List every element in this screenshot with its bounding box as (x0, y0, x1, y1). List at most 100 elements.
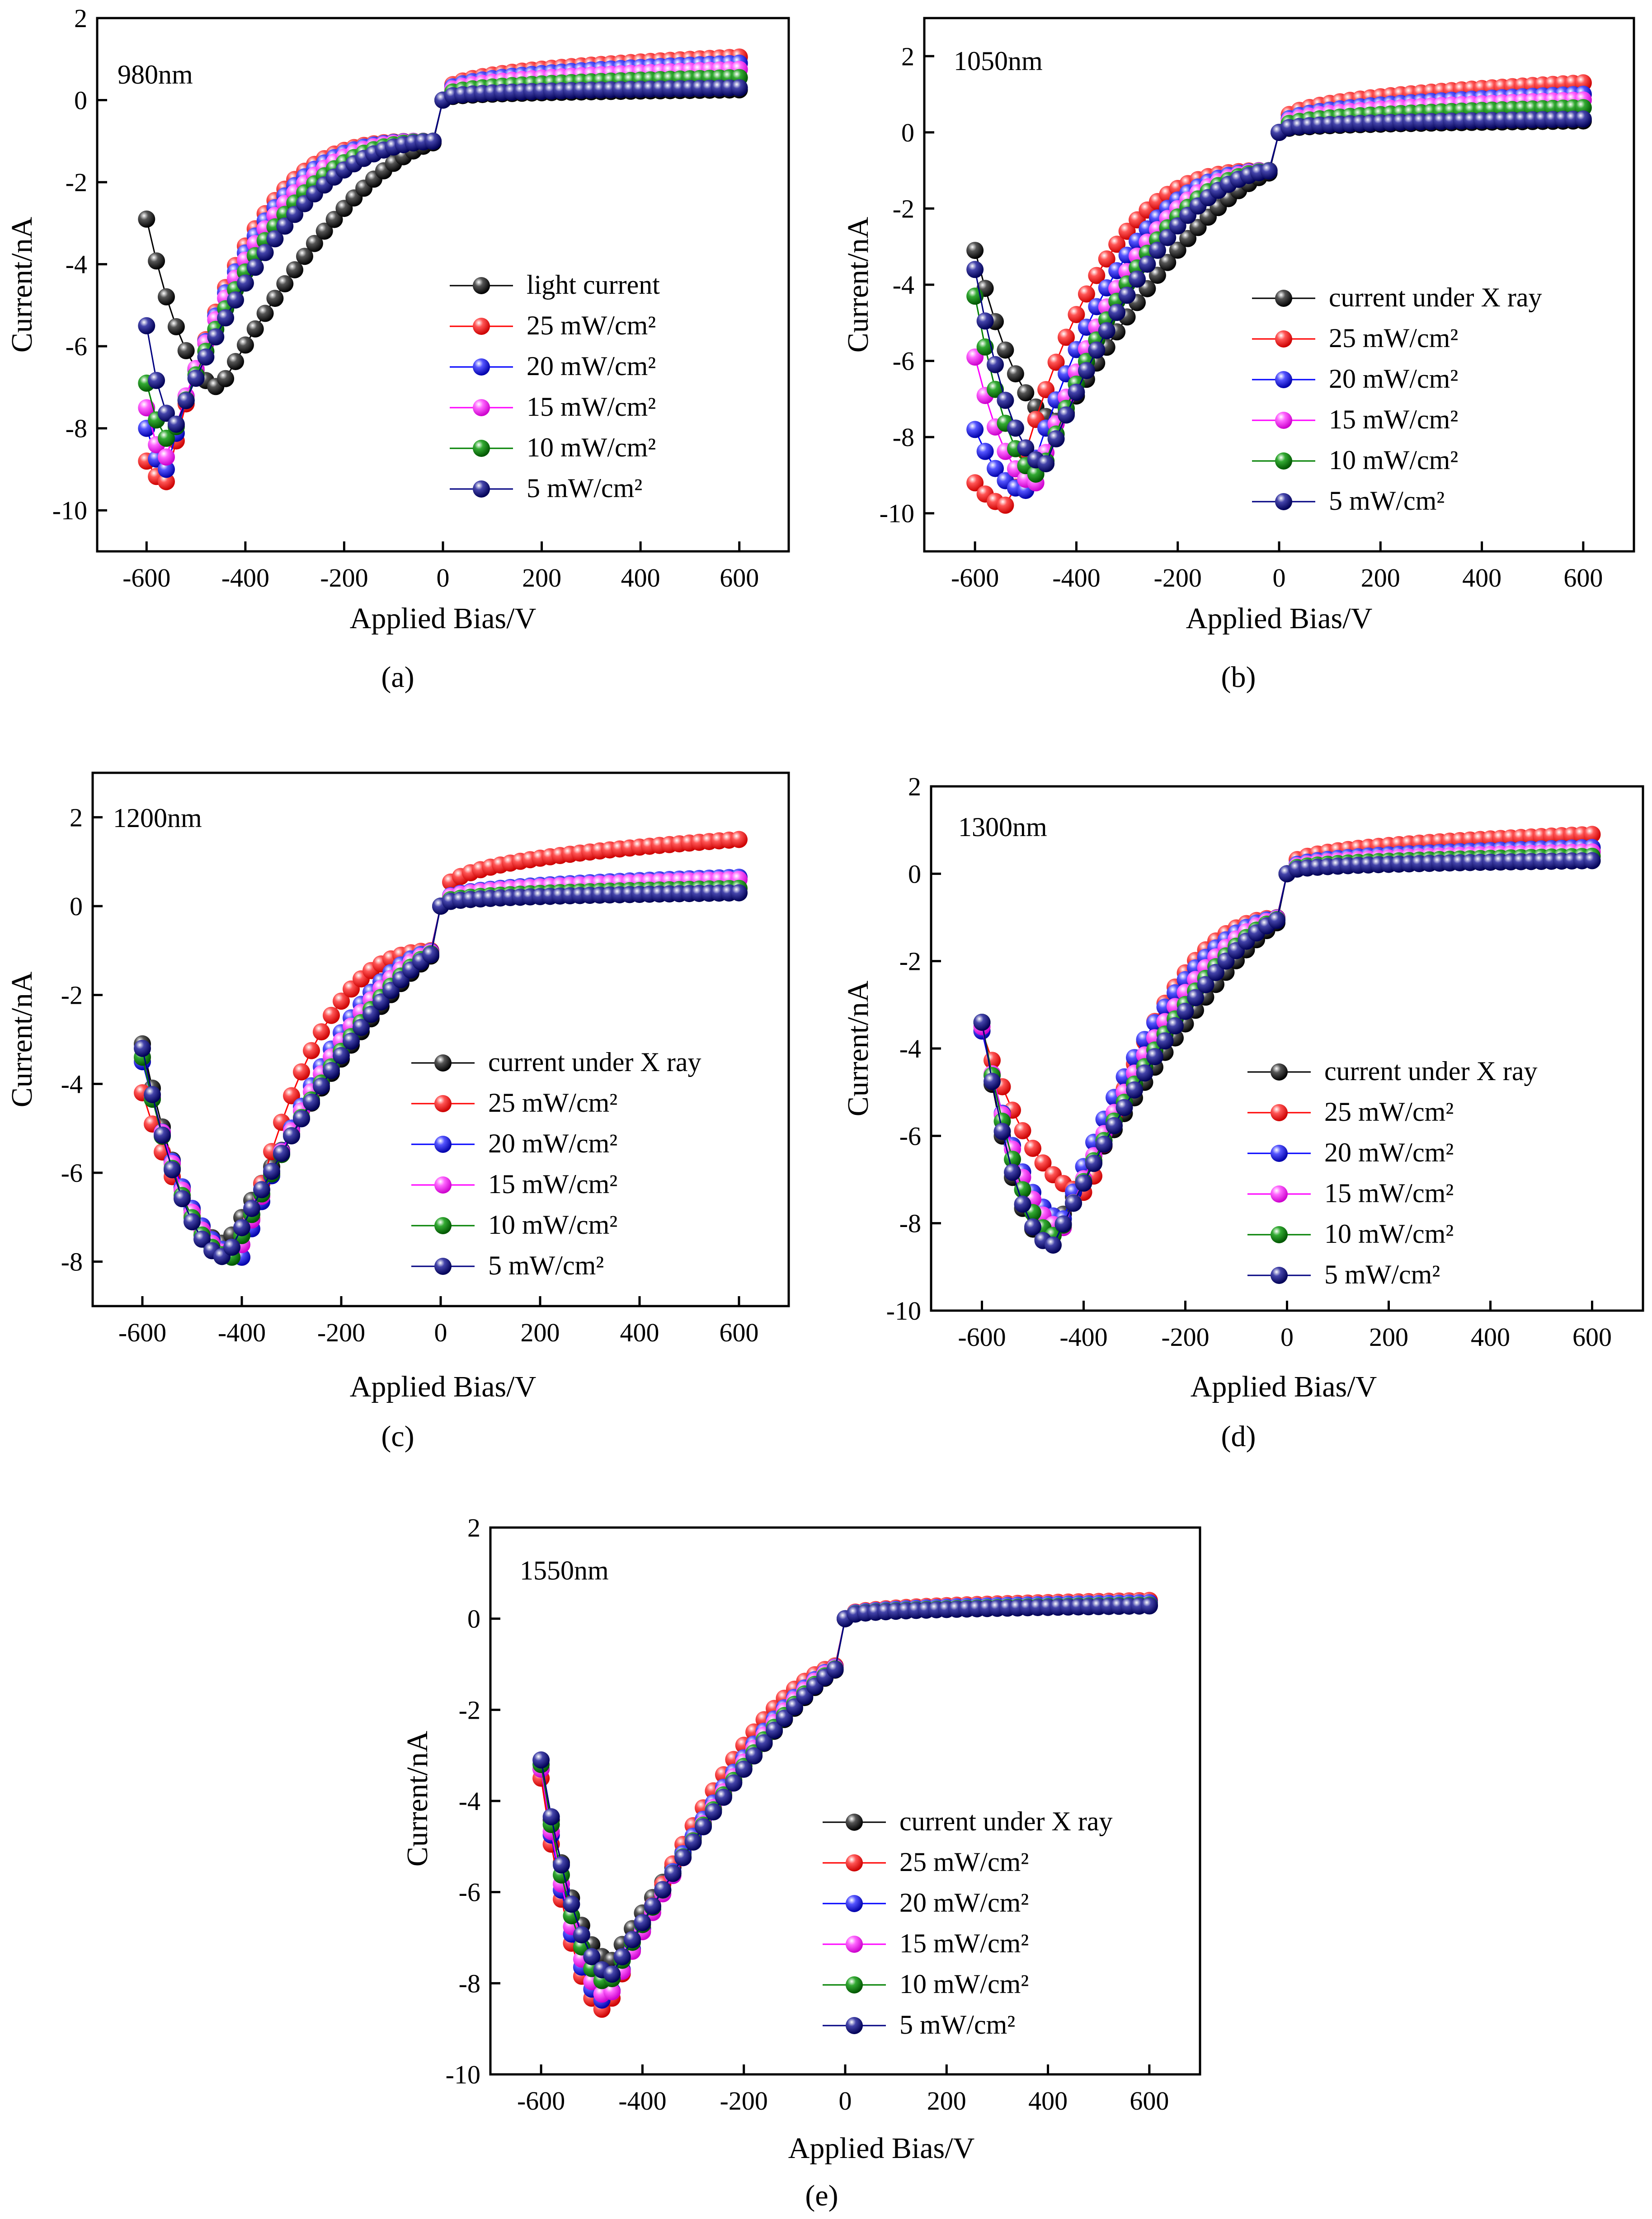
y-axis-label-d: Current/nA (842, 980, 875, 1116)
x-tick-label-c-2: -200 (317, 1318, 365, 1347)
x-tick-label-c-5: 400 (620, 1318, 659, 1347)
legend-label-b-25: 25 mW/cm² (1329, 323, 1458, 353)
data-point-c-5-29 (422, 946, 439, 964)
y-tick-label-b-0: -10 (880, 499, 914, 528)
data-point-b-10-1 (976, 338, 994, 356)
data-point-b-5-1 (976, 312, 994, 330)
data-point-e-5-24 (776, 1710, 793, 1727)
data-point-a-light-3 (167, 318, 185, 335)
data-point-a-light-0 (138, 210, 155, 228)
data-point-d-25-60 (1583, 826, 1601, 843)
data-point-d-5-21 (1187, 989, 1204, 1006)
data-point-d-5-7 (1045, 1236, 1062, 1254)
x-tick-label-e-3: 0 (839, 2086, 852, 2116)
legend-label-e-25: 25 mW/cm² (899, 1847, 1029, 1877)
data-point-b-light-4 (1007, 365, 1024, 383)
y-tick-label-c-0: -8 (61, 1247, 83, 1277)
data-point-b-5-17 (1139, 255, 1156, 273)
data-point-b-light-5 (1017, 384, 1035, 402)
x-axis-label-a: Applied Bias/V (350, 602, 536, 635)
legend-marker-c-10 (434, 1217, 452, 1234)
data-point-e-5-4 (573, 1926, 590, 1944)
x-axis-label-b: Applied Bias/V (1186, 602, 1372, 635)
data-point-b-20-0 (966, 421, 984, 438)
data-point-e-5-11 (644, 1897, 661, 1915)
data-point-a-light-15 (286, 261, 304, 278)
data-point-e-5-14 (674, 1849, 692, 1866)
data-point-b-5-15 (1118, 287, 1136, 304)
data-point-e-5-22 (755, 1734, 773, 1752)
series-layer-d (973, 826, 1601, 1254)
x-tick-label-b-6: 600 (1563, 563, 1603, 592)
data-point-b-5-16 (1129, 270, 1146, 288)
series-line-d-10 (981, 856, 1592, 1236)
data-point-e-5-3 (563, 1895, 580, 1913)
y-tick-label-e-5: 0 (467, 1604, 480, 1634)
data-point-a-light-19 (325, 211, 343, 228)
series-layer-e (532, 1592, 1158, 2018)
data-point-c-5-0 (134, 1039, 151, 1057)
axis-ticks-e: -600 -400 -200 0 200 400 600 -10 -8 -6 -4 -2 0 2 (446, 1513, 1169, 2116)
data-point-a-light-9 (227, 353, 244, 370)
data-point-c-5-22 (353, 1019, 370, 1036)
data-point-b-25-10 (1068, 306, 1085, 323)
data-point-a-5-0 (138, 317, 155, 334)
data-point-a-5-7 (207, 328, 225, 346)
data-point-b-25-8 (1047, 353, 1065, 371)
series-line-e-light (540, 1604, 1149, 1961)
data-point-a-light-8 (217, 370, 235, 387)
data-point-a-light-4 (177, 342, 195, 359)
legend-label-a-20: 20 mW/cm² (527, 351, 656, 381)
data-point-d-5-12 (1095, 1135, 1113, 1153)
data-point-c-5-10 (233, 1219, 250, 1236)
x-tick-label-b-3: 0 (1273, 563, 1286, 592)
data-point-a-5-29 (424, 132, 442, 150)
x-tick-label-b-2: -200 (1154, 563, 1202, 592)
x-tick-label-c-6: 600 (720, 1318, 759, 1347)
data-point-b-5-29 (1260, 162, 1278, 180)
legend-marker-d-15 (1271, 1185, 1288, 1203)
data-point-b-5-12 (1088, 341, 1106, 359)
y-tick-label-e-0: -10 (446, 2060, 480, 2089)
legend-marker-e-5 (846, 2017, 863, 2034)
data-point-a-15-2 (158, 448, 175, 466)
data-point-a-5-14 (276, 217, 294, 235)
data-point-d-5-16 (1136, 1064, 1153, 1082)
data-point-b-25-12 (1088, 267, 1106, 284)
legend-marker-c-15 (434, 1176, 452, 1194)
data-point-c-5-12 (253, 1181, 270, 1199)
legend-d: current under X ray 25 mW/cm² 20 mW/cm² 15 … (1247, 1056, 1537, 1289)
data-point-b-5-60 (1574, 110, 1592, 128)
data-point-c-25-16 (293, 1063, 310, 1081)
data-point-c-25-18 (313, 1023, 330, 1041)
legend-marker-b-20 (1275, 371, 1292, 388)
data-point-b-5-8 (1047, 430, 1065, 447)
legend-marker-d-25 (1271, 1104, 1288, 1121)
data-point-c-5-5 (184, 1213, 201, 1231)
legend-label-b-15: 15 mW/cm² (1329, 404, 1458, 434)
data-point-b-5-11 (1078, 362, 1095, 379)
data-point-b-light-21 (1179, 230, 1197, 247)
data-point-d-5-22 (1197, 976, 1214, 993)
legend-marker-d-5 (1271, 1267, 1288, 1284)
legend-label-b-5: 5 mW/cm² (1329, 486, 1445, 516)
data-point-d-5-2 (993, 1123, 1011, 1140)
data-point-a-5-4 (177, 392, 195, 409)
y-tick-label-b-2: -6 (893, 347, 914, 376)
data-point-e-5-2 (553, 1856, 570, 1874)
legend-label-b-10: 10 mW/cm² (1329, 445, 1458, 475)
series-line-a-light (146, 89, 739, 388)
data-point-d-5-60 (1583, 852, 1601, 870)
data-point-d-5-23 (1207, 964, 1224, 981)
legend-marker-c-5 (434, 1258, 452, 1275)
data-point-e-5-23 (766, 1721, 783, 1739)
data-point-c-25-20 (333, 992, 350, 1010)
data-point-e-5-12 (654, 1881, 672, 1899)
data-point-c-5-60 (730, 884, 748, 902)
data-point-b-5-7 (1037, 455, 1055, 473)
data-point-d-25-5 (1024, 1139, 1041, 1157)
x-tick-label-e-0: -600 (517, 2086, 565, 2116)
y-tick-label-a-4: -2 (66, 168, 87, 197)
data-point-a-10-2 (158, 429, 175, 447)
axis-ticks-a: -600 -400 -200 0 200 400 600 -10 -8 -6 -4 -2 0 2 (52, 4, 759, 592)
